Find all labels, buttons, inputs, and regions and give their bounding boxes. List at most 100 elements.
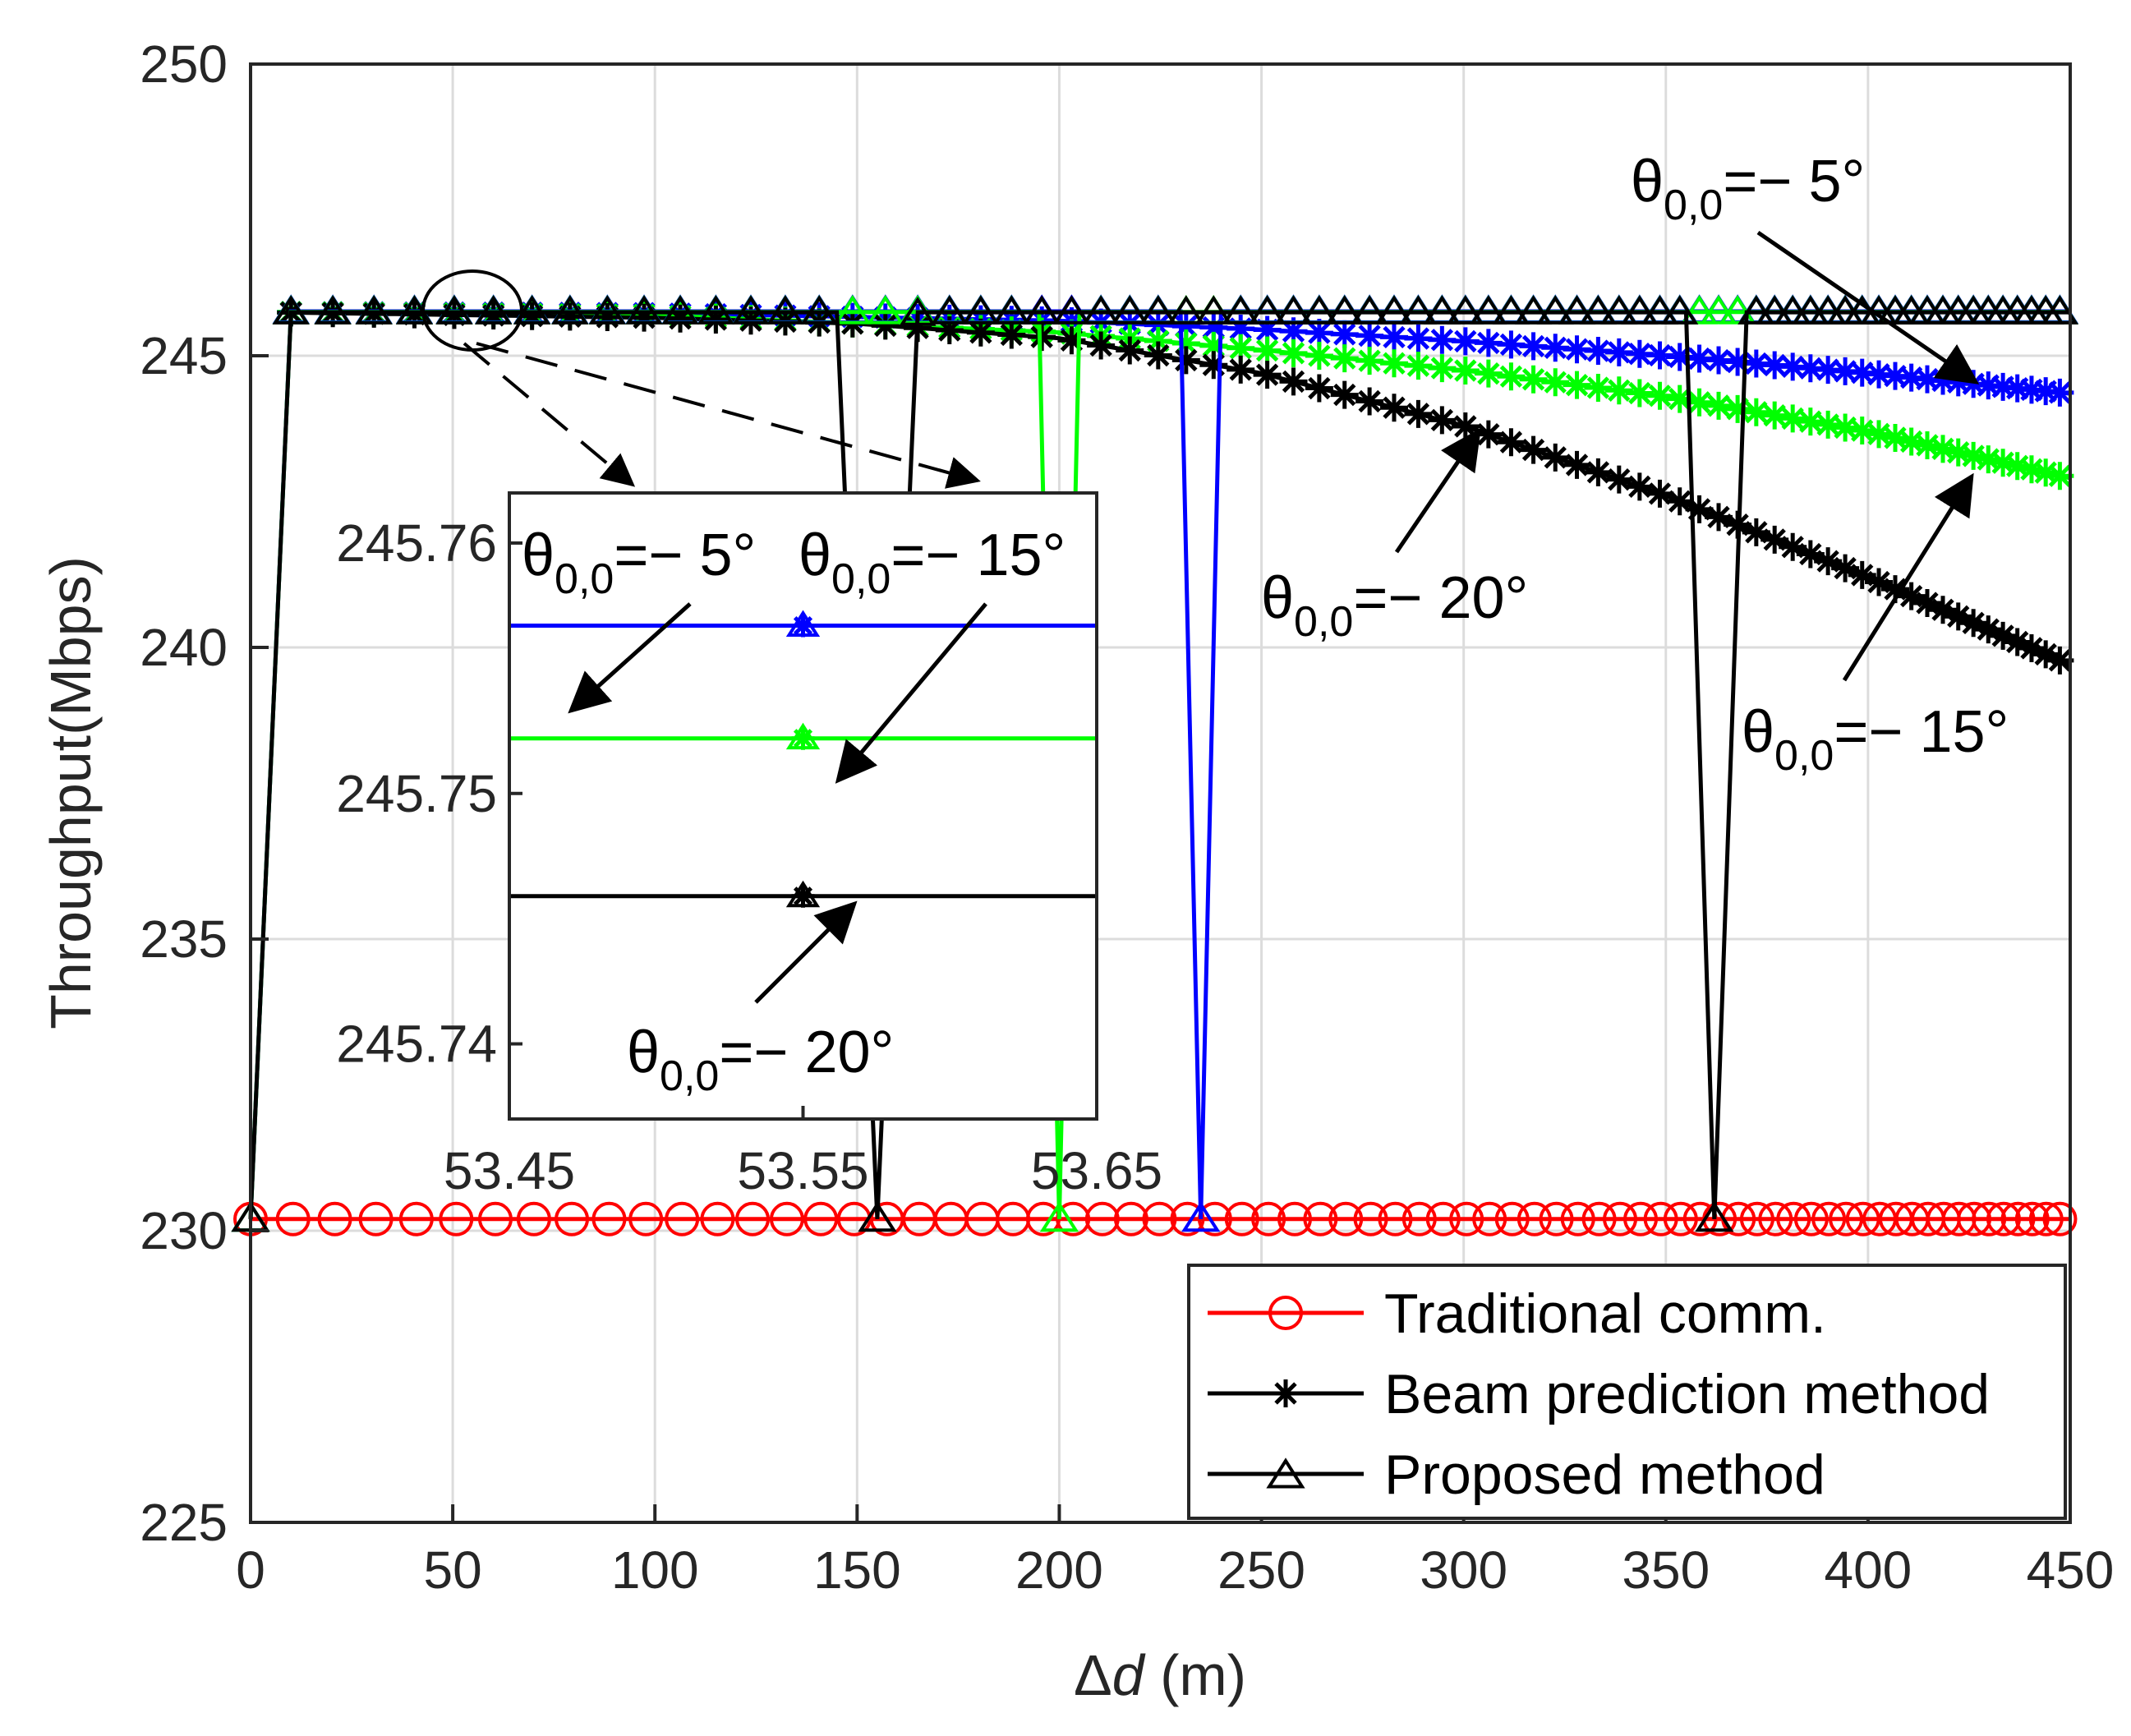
asterisk-marker (2017, 375, 2046, 404)
zoom-line-1 (463, 342, 636, 487)
asterisk-marker (2032, 377, 2060, 406)
circle-marker (1623, 1201, 1659, 1236)
inset-series (509, 610, 1097, 908)
asterisk-marker (1279, 317, 1308, 346)
asterisk-marker (1848, 560, 1876, 589)
x-tick-label: 200 (1015, 1540, 1103, 1600)
asterisk-marker (666, 304, 695, 333)
annotation-m15: θ0,0=− 15° (1742, 699, 2009, 780)
asterisk-marker (1929, 435, 1958, 463)
asterisk-marker (1796, 408, 1825, 436)
asterisk-marker (1541, 368, 1570, 397)
asterisk-marker (1742, 398, 1770, 426)
triangle-marker (1052, 295, 1091, 325)
asterisk-marker (1087, 331, 1116, 360)
asterisk-marker (1897, 427, 1926, 456)
legend-label: Beam prediction method (1384, 1363, 1990, 1425)
triangle-marker (475, 295, 513, 325)
inset-y-tick-label: 245.74 (336, 1015, 497, 1074)
asterisk-marker (1116, 336, 1144, 365)
triangle-marker (661, 295, 699, 325)
circle-marker (1776, 1201, 1811, 1236)
asterisk-marker (1865, 568, 1894, 596)
asterisk-marker (791, 726, 815, 750)
x-tick-label: 100 (611, 1540, 699, 1600)
inset-ticks: 53.45 53.55 53.65 245.74 245.75 245.76 (336, 513, 1162, 1200)
circle-marker (1328, 1201, 1364, 1236)
asterisk-marker (1989, 372, 2018, 401)
asterisk-marker (1848, 417, 1876, 445)
circle-marker (1560, 1201, 1595, 1236)
circle-marker (358, 1201, 394, 1236)
asterisk-marker (1305, 341, 1333, 370)
circle-marker (398, 1201, 434, 1236)
asterisk-marker (1912, 365, 1941, 394)
triangle-marker (1222, 295, 1259, 325)
circle-marker (1425, 1201, 1461, 1236)
triangle-marker (1756, 295, 1793, 325)
asterisk-marker (1541, 443, 1570, 472)
asterisk-marker (1848, 358, 1876, 387)
asterisk-marker (1584, 337, 1613, 366)
inset-series-item (509, 610, 1097, 638)
inset-background (509, 493, 1097, 1119)
annotation-m20: θ0,0=− 20° (1261, 565, 1528, 646)
legend-label: Proposed method (1384, 1444, 1825, 1506)
asterisk-marker (1881, 575, 1909, 604)
triangle-marker (992, 295, 1030, 325)
asterisk-marker (1989, 621, 2018, 650)
triangle-marker (1680, 294, 1719, 325)
asterisk-marker (1742, 518, 1770, 546)
asterisk-marker (1541, 334, 1570, 362)
triangle-marker (1351, 295, 1388, 325)
asterisk-marker (1199, 351, 1228, 380)
triangle-marker (588, 295, 626, 325)
asterisk-marker (1760, 525, 1789, 554)
triangle-marker (766, 295, 804, 325)
asterisk-marker (1330, 380, 1359, 409)
asterisk-marker (1563, 450, 1591, 479)
inset-annotation-m20: θ0,0=− 20° (627, 1020, 894, 1100)
circle-marker (1603, 1201, 1638, 1236)
circle-marker (2014, 1201, 2050, 1236)
triangle-marker (1695, 1201, 1734, 1232)
asterisk-marker (1171, 312, 1200, 341)
triangle-marker (800, 295, 838, 325)
triangle-marker (1661, 295, 1699, 325)
asterisk-marker (593, 303, 622, 332)
inset-y-tick-label: 245.76 (336, 513, 497, 573)
triangle-marker (513, 295, 551, 325)
asterisk-marker (1355, 387, 1384, 416)
asterisk-marker (1380, 349, 1408, 378)
circle-marker (1251, 1201, 1286, 1236)
triangle-marker (1139, 295, 1177, 325)
asterisk-marker (1144, 327, 1172, 356)
asterisk-marker (1645, 479, 1674, 508)
triangle-marker (1536, 295, 1574, 325)
circle-marker (1472, 1201, 1507, 1236)
circle-marker (1494, 1201, 1530, 1236)
triangle-marker (1579, 295, 1618, 325)
asterisk-marker (2003, 628, 2032, 656)
asterisk-marker (1330, 344, 1359, 373)
asterisk-marker (997, 320, 1026, 349)
circle-marker (1986, 1201, 2021, 1236)
asterisk-marker (1474, 420, 1503, 449)
asterisk-marker (966, 318, 995, 347)
asterisk-marker (479, 302, 508, 330)
triangle-marker (697, 295, 735, 325)
asterisk-marker (1685, 344, 1714, 373)
asterisk-marker (1404, 399, 1433, 428)
circle-marker (1170, 1201, 1205, 1236)
inset-y-tick-label: 245.75 (336, 764, 497, 823)
asterisk-marker (1563, 335, 1591, 364)
main-ticks: 0 50 100 150 200 250 300 350 400 450 225 230 235 240 2… (140, 35, 2114, 1600)
asterisk-marker (1814, 356, 1843, 384)
asterisk-marker (1865, 420, 1894, 449)
circle-marker (665, 1201, 700, 1236)
y-tick-label: 235 (140, 909, 228, 969)
x-tick-label: 450 (2027, 1540, 2115, 1600)
asterisk-marker (2032, 458, 2060, 487)
asterisk-marker (2046, 462, 2074, 490)
asterisk-marker (1355, 321, 1384, 350)
